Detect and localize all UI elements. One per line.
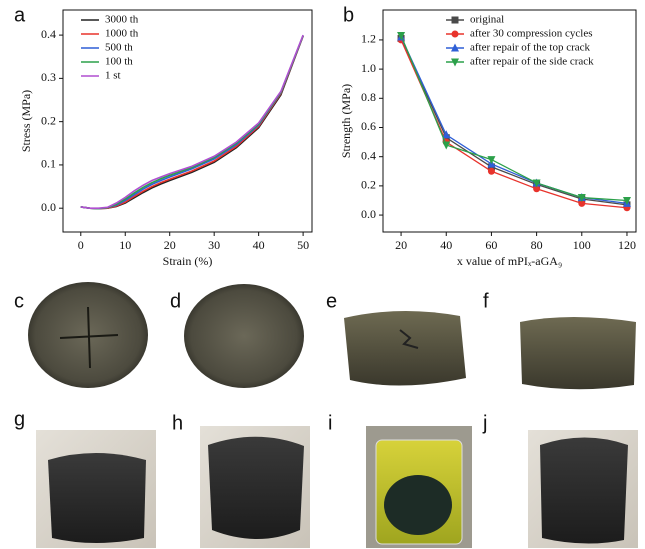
photo-e — [344, 311, 466, 386]
x-tick-label: 120 — [618, 238, 636, 252]
x-tick-label: 50 — [297, 238, 309, 252]
photo-f — [520, 317, 636, 389]
x-tick-label: 40 — [253, 238, 265, 252]
photos — [28, 282, 638, 548]
x-axis-label: Strain (%) — [163, 254, 213, 268]
figure: a 0 10 20 30 40 50 0.0 0.1 0.2 0.3 0.4 Strain (%) Str… — [0, 0, 645, 549]
marker — [452, 31, 459, 38]
x-tick-label: 20 — [395, 238, 407, 252]
x-tick-label: 10 — [119, 238, 131, 252]
y-tick-label: 1.2 — [361, 32, 376, 46]
y-tick-label: 0.3 — [41, 70, 56, 84]
legend-label: after 30 compression cycles — [470, 28, 592, 40]
panel-label: a — [14, 4, 26, 26]
marker — [452, 17, 459, 24]
legend-label: after repair of the top crack — [470, 42, 591, 54]
x-tick-label: 40 — [440, 238, 452, 252]
panel-label: g — [14, 408, 25, 430]
y-tick-label: 0.1 — [41, 157, 56, 171]
panel-label: i — [328, 412, 332, 434]
panel-label: j — [482, 412, 487, 434]
panel-label: c — [14, 290, 24, 312]
legend-label: 500 th — [105, 42, 133, 54]
x-axis-label: x value of mPIₓ-aGA₉ — [457, 254, 562, 268]
y-tick-label: 0.0 — [361, 207, 376, 221]
y-axis-label: Strength (MPa) — [339, 84, 353, 158]
panel-label: f — [483, 290, 489, 312]
legend-label: original — [470, 14, 504, 26]
x-tick-label: 0 — [78, 238, 84, 252]
y-tick-label: 1.0 — [361, 61, 376, 75]
y-axis-label: Stress (MPa) — [19, 90, 33, 152]
y-tick-label: 0.2 — [361, 178, 376, 192]
legend-label: after repair of the side crack — [470, 56, 594, 68]
x-tick-label: 80 — [531, 238, 543, 252]
legend-label: 1000 th — [105, 28, 139, 40]
marker — [488, 168, 495, 175]
panel-label: e — [326, 290, 337, 312]
y-tick-label: 0.2 — [41, 113, 56, 127]
x-tick-label: 100 — [573, 238, 591, 252]
y-tick-label: 0.4 — [361, 148, 376, 162]
y-tick-label: 0.8 — [361, 90, 376, 104]
x-tick-label: 60 — [485, 238, 497, 252]
photo-g — [48, 453, 146, 543]
legend-label: 1 st — [105, 70, 121, 82]
legend-label: 100 th — [105, 56, 133, 68]
x-tick-label: 30 — [208, 238, 220, 252]
y-tick-label: 0.0 — [41, 200, 56, 214]
panel-label: d — [170, 290, 181, 312]
photo-h — [208, 437, 304, 539]
photo-i — [384, 475, 452, 535]
y-tick-label: 0.4 — [41, 27, 56, 41]
legend-label: 3000 th — [105, 14, 139, 26]
panel-label: h — [172, 412, 183, 434]
photo-j — [540, 438, 628, 544]
photo-d — [184, 284, 304, 388]
plot-frame — [63, 10, 312, 232]
y-tick-label: 0.6 — [361, 119, 376, 133]
panel-label: b — [343, 4, 354, 26]
x-tick-label: 20 — [164, 238, 176, 252]
